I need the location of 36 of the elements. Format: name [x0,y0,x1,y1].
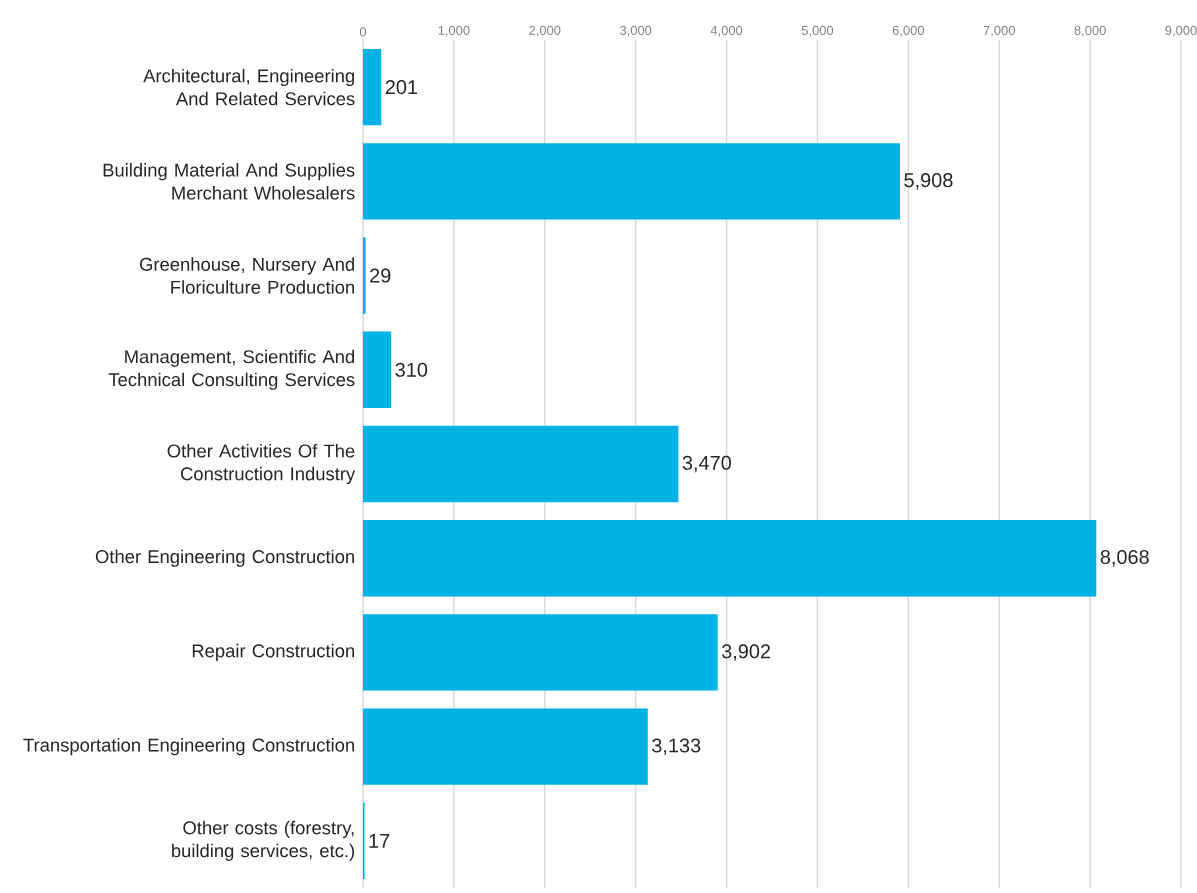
data-label: 3,133 [652,738,701,755]
y-tick-label: Building Material And Supplies Merchant Wholesalers [103,163,355,200]
bar [363,237,366,314]
bar [363,143,900,220]
x-tick-label: 7,000 [983,25,1015,37]
data-label: 3,470 [682,455,731,473]
data-label: 3,902 [721,644,771,661]
bar [363,708,648,785]
bar [363,48,382,126]
y-tick-label: Other costs (forestry, building services, etc.) [172,820,355,861]
bar [363,614,718,691]
bar [363,425,679,503]
data-label: 310 [395,362,428,377]
y-tick-label: Greenhouse, Nursery And Floriculture Production [139,257,354,294]
x-tick-label: 2,000 [529,25,561,37]
data-label: 29 [370,268,391,283]
x-tick-label: 0 [359,27,367,37]
data-label: 201 [385,80,418,95]
bar [363,331,392,408]
x-tick-label: 8,000 [1074,25,1106,37]
x-tick-label: 6,000 [892,25,925,37]
y-tick-label: Transportation Engineering Construction [23,738,354,756]
y-tick-label: Other Engineering Construction [95,549,354,567]
data-label: 17 [369,834,390,848]
y-tick-label: Other Activities Of The Construction Industry [167,443,356,485]
bar [363,520,1097,597]
x-tick-label: 3,000 [619,25,652,37]
x-tick-label: 1,000 [438,25,470,37]
y-tick-label: Architectural, Engineering And Related Services [143,68,355,106]
x-tick-label: 5,000 [801,25,834,37]
x-tick-label: 4,000 [710,25,743,37]
x-tick-label: 9,000 [1165,25,1197,37]
y-tick-label: Repair Construction [192,643,355,662]
data-label: 5,908 [904,173,953,190]
data-label: 8,068 [1100,550,1149,567]
y-tick-label: Management, Scientific And Technical Consulting Services [108,349,355,390]
